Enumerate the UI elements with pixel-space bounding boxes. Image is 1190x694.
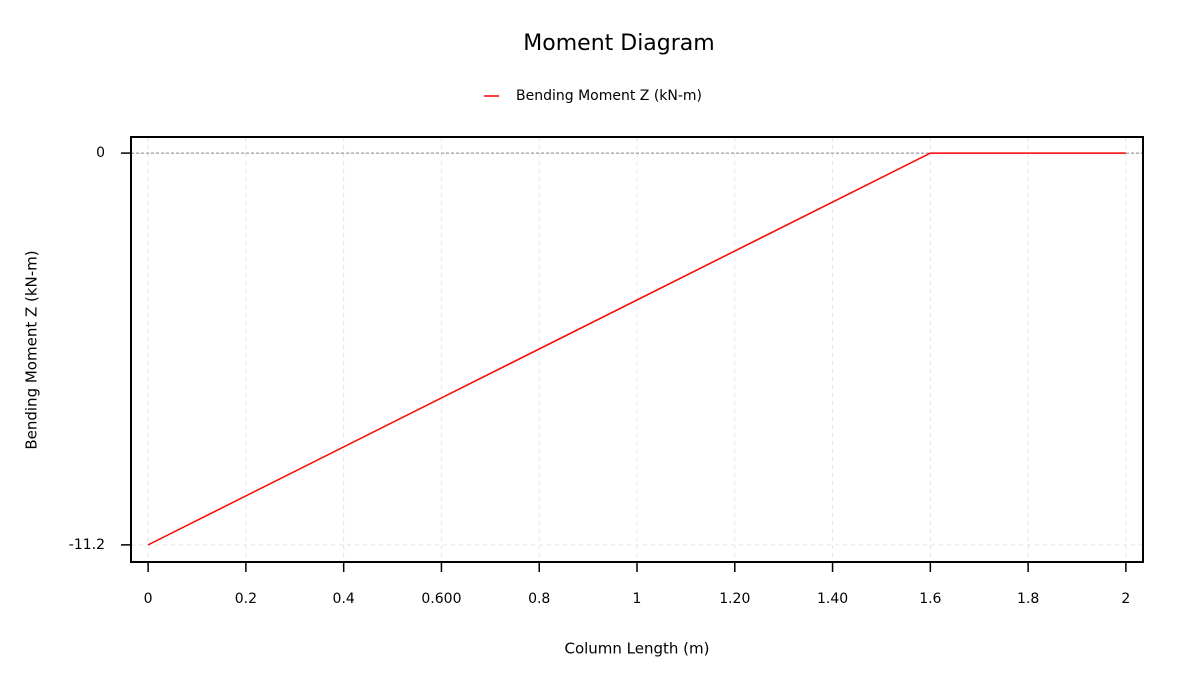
x-tick-label: 0.8 [528, 591, 550, 607]
x-tick-label: 1 [633, 591, 642, 607]
legend-label: Bending Moment Z (kN-m) [516, 88, 702, 104]
x-tick-label: 2 [1121, 591, 1130, 607]
x-tick-label: 1.20 [719, 591, 750, 607]
x-tick-label: 0.600 [421, 591, 461, 607]
chart-title: Moment Diagram [523, 31, 714, 56]
y-tick-label: -11.2 [69, 537, 105, 553]
x-tick-label: 0 [144, 591, 153, 607]
x-tick-label: 1.6 [919, 591, 941, 607]
x-tick-label: 0.2 [235, 591, 257, 607]
line [147, 152, 1126, 546]
x-axis-label: Column Length (m) [564, 640, 709, 658]
y-axis-label: Bending Moment Z (kN-m) [23, 250, 41, 449]
x-tick-label: 0.4 [333, 591, 355, 607]
x-tick-label: 1.8 [1017, 591, 1039, 607]
x-tick-label: 1.40 [817, 591, 848, 607]
y-tick-label: 0 [96, 145, 105, 161]
plot-frame [130, 136, 1144, 563]
